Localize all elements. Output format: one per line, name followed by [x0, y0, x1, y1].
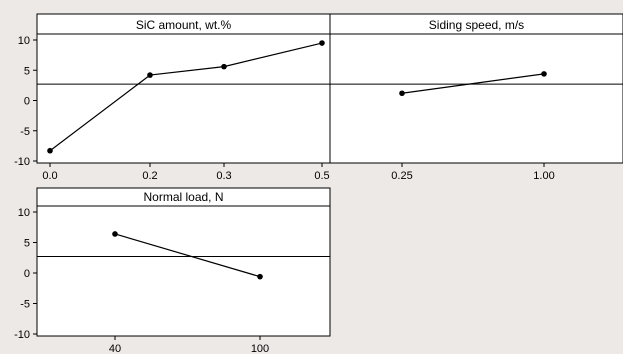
x-tick-label: 0.2 — [142, 170, 157, 182]
data-point — [541, 71, 547, 77]
y-tick-label: 5 — [24, 238, 30, 250]
panel-2: Siding speed, m/s 0.25 1.00 — [329, 13, 623, 182]
y-tick-label: -10 — [14, 329, 30, 341]
data-point — [221, 63, 227, 70]
y-tick-label: -5 — [20, 299, 30, 311]
x-tick-label: 0.5 — [314, 170, 329, 182]
series-line — [49, 42, 323, 152]
panel-background — [37, 14, 330, 163]
data-point — [112, 231, 118, 237]
data-point — [47, 147, 53, 154]
x-tick-label: 100 — [251, 343, 269, 354]
y-tick-label: -5 — [20, 126, 30, 138]
y-tick-label: 5 — [24, 65, 30, 77]
panel-title: Siding speed, m/s — [429, 18, 524, 32]
series-line — [401, 73, 545, 94]
series-line — [114, 233, 261, 278]
panel-background — [37, 188, 330, 336]
data-point — [399, 90, 405, 97]
y-tick-label: 10 — [18, 35, 30, 47]
y-tick-label: -10 — [14, 156, 30, 168]
x-tick-label: 0.0 — [42, 170, 57, 182]
x-tick-label: 0.25 — [391, 170, 412, 182]
x-tick-label: 40 — [109, 343, 121, 354]
plot-frame — [36, 205, 331, 337]
panel-title: SiC amount, wt.% — [136, 18, 232, 32]
x-tick-label: 1.00 — [533, 170, 554, 182]
panel-background — [330, 14, 623, 163]
y-tick-label: 0 — [24, 268, 30, 280]
data-point — [257, 273, 263, 280]
panel-title: Normal load, N — [143, 190, 223, 204]
data-point — [147, 72, 153, 78]
plot-frame — [329, 33, 623, 164]
y-tick-label: 10 — [18, 207, 30, 219]
panel-1: SiC amount, wt.% 10 5 0 -5 -10 0.0 0.2 0.3 0.5 — [14, 13, 331, 182]
x-tick-label: 0.3 — [216, 170, 231, 182]
data-point — [319, 40, 325, 46]
y-tick-label: 0 — [24, 96, 30, 108]
panel-3: Normal load, N 10 5 0 -5 -10 40 100 — [14, 187, 331, 354]
